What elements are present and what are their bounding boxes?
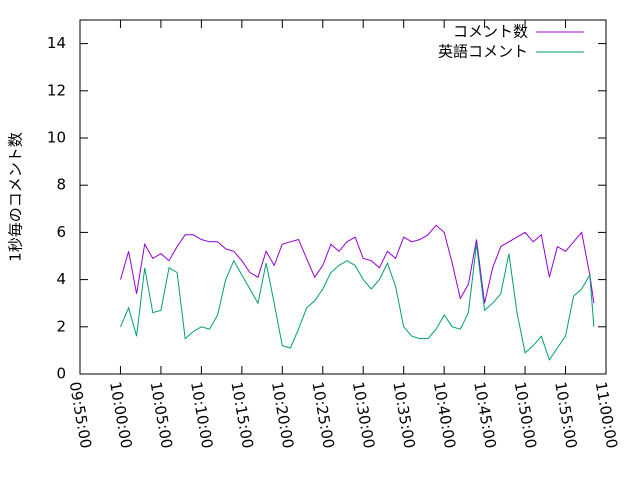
series-line [120,244,595,361]
x-tick-label: 10:45:00 [470,380,499,449]
x-tick-label: 10:30:00 [349,380,378,449]
legend-label: 英語コメント [438,43,528,61]
x-tick-label: 11:00:00 [592,380,621,449]
x-tick-label: 10:55:00 [551,380,580,449]
x-tick-label: 10:20:00 [268,380,297,449]
x-tick-label: 09:55:00 [66,380,95,449]
x-tick-label: 10:15:00 [227,380,256,449]
series-line [120,224,595,304]
x-tick-label: 10:25:00 [308,380,337,449]
x-tick-label: 10:00:00 [106,380,135,449]
y-tick-label: 4 [56,270,66,288]
y-tick-label: 12 [47,81,66,99]
y-axis-label: 1秒毎のコメント数 [7,132,25,262]
y-tick-label: 10 [47,129,66,147]
x-tick-label: 10:50:00 [511,380,540,449]
x-tick-label: 10:10:00 [187,380,216,449]
y-tick-label: 0 [56,365,66,383]
x-tick-label: 10:05:00 [147,380,176,449]
y-tick-label: 14 [47,34,66,52]
plot-border [79,19,607,375]
y-tick-label: 6 [56,223,66,241]
x-tick-label: 10:40:00 [430,380,459,449]
y-tick-label: 8 [56,176,66,194]
x-tick-label: 10:35:00 [389,380,418,449]
y-tick-label: 2 [56,317,66,335]
legend-label: コメント数 [453,23,528,41]
